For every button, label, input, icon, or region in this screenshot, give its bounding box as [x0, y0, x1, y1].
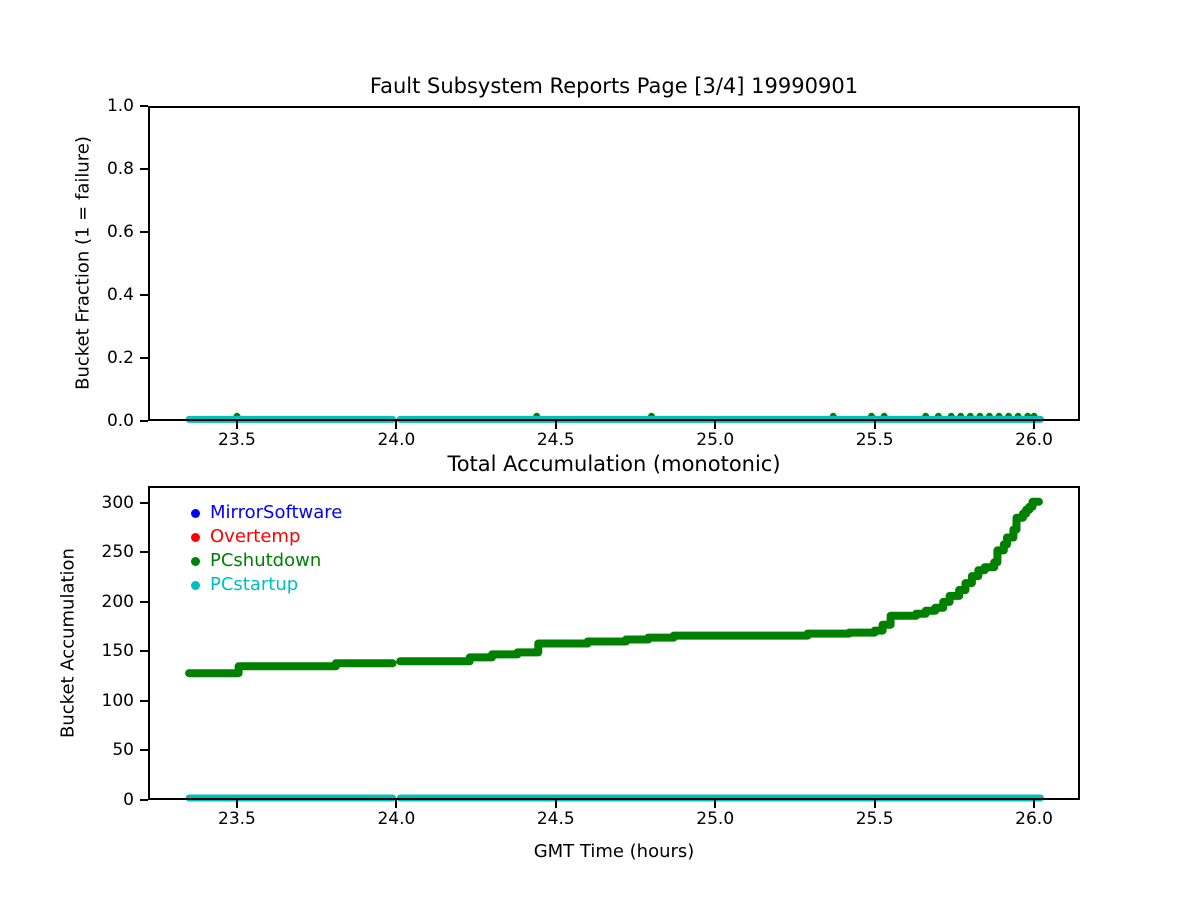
- y-tick-label: 0.2: [106, 348, 134, 368]
- x-tick-mark: [235, 800, 238, 808]
- legend-item-label: PCstartup: [210, 574, 299, 595]
- y-tick-label: 200: [101, 591, 134, 612]
- x-tick-mark: [1033, 800, 1036, 808]
- x-tick-mark: [554, 421, 557, 429]
- top-chart-title: Fault Subsystem Reports Page [3/4] 19990…: [369, 74, 859, 98]
- y-tick-label: 0.8: [106, 159, 134, 179]
- y-tick-mark: [140, 501, 148, 504]
- x-axis-label: GMT Time (hours): [533, 841, 695, 862]
- y-tick-mark: [140, 231, 148, 233]
- x-tick-mark: [1033, 421, 1036, 429]
- x-tick-label: 25.0: [696, 430, 735, 450]
- x-tick-mark: [554, 800, 557, 808]
- y-tick-label: 300: [101, 492, 134, 513]
- y-tick-mark: [140, 105, 148, 107]
- legend-item: PCshutdown: [191, 549, 342, 573]
- x-tick-mark: [395, 800, 398, 808]
- x-tick-mark: [873, 421, 876, 429]
- y-tick-label: 0.4: [106, 285, 134, 305]
- y-tick-label: 250: [101, 542, 134, 563]
- legend-item-label: PCshutdown: [210, 550, 322, 571]
- y-tick-label: 1.0: [106, 96, 134, 116]
- legend: MirrorSoftware Overtemp PCshutdown PCstartu…: [191, 501, 342, 597]
- x-tick-mark: [873, 800, 876, 808]
- x-tick-mark: [714, 421, 717, 429]
- x-tick-mark: [235, 421, 238, 429]
- y-tick-mark: [140, 650, 148, 653]
- x-tick-label: 24.5: [536, 430, 575, 450]
- legend-marker-dot: [191, 556, 200, 566]
- accumulation-plot-area: MirrorSoftware Overtemp PCshutdown PCstartu…: [148, 486, 1080, 802]
- y-tick-mark: [140, 699, 148, 702]
- legend-marker-dot: [191, 580, 200, 590]
- y-tick-mark: [140, 551, 148, 554]
- legend-item-label: MirrorSoftware: [210, 502, 343, 523]
- x-tick-mark: [395, 421, 398, 429]
- bottom-chart-title: Total Accumulation (monotonic): [447, 452, 781, 476]
- x-tick-label: 25.0: [696, 809, 735, 829]
- y-tick-mark: [140, 294, 148, 296]
- legend-marker-dot: [191, 532, 200, 542]
- y-tick-label: 0: [123, 790, 134, 810]
- fraction-plot-area: [148, 106, 1080, 423]
- pcshutdown-line: [396, 497, 1043, 666]
- y-tick-mark: [140, 168, 148, 170]
- x-tick-label: 23.5: [218, 430, 256, 450]
- y-tick-mark: [140, 420, 148, 422]
- pcshutdown-line: [185, 659, 397, 678]
- y-tick-mark: [140, 799, 148, 801]
- y-tick-mark: [140, 749, 148, 752]
- x-tick-mark: [714, 800, 717, 808]
- y-tick-mark: [140, 600, 148, 603]
- x-tick-label: 24.0: [377, 809, 416, 829]
- legend-item: MirrorSoftware: [191, 501, 342, 525]
- legend-item: Overtemp: [191, 525, 342, 549]
- x-tick-label: 25.5: [855, 430, 894, 450]
- y-tick-label: 50: [112, 740, 134, 761]
- legend-marker-dot: [191, 508, 200, 518]
- y-tick-label: 100: [101, 690, 134, 711]
- y-tick-label: 150: [101, 641, 134, 662]
- x-tick-label: 25.5: [855, 809, 894, 829]
- x-tick-label: 24.0: [377, 430, 416, 450]
- x-tick-label: 26.0: [1015, 430, 1053, 450]
- legend-item: PCstartup: [191, 573, 342, 597]
- x-tick-label: 23.5: [218, 809, 256, 829]
- legend-item-label: Overtemp: [210, 526, 301, 547]
- y-tick-label: 0.6: [106, 222, 134, 242]
- y-tick-mark: [140, 357, 148, 359]
- x-tick-label: 26.0: [1015, 809, 1053, 829]
- x-tick-label: 24.5: [536, 809, 575, 829]
- fault-fraction-canvas: [185, 412, 1044, 423]
- y-tick-label: 0.0: [106, 411, 134, 431]
